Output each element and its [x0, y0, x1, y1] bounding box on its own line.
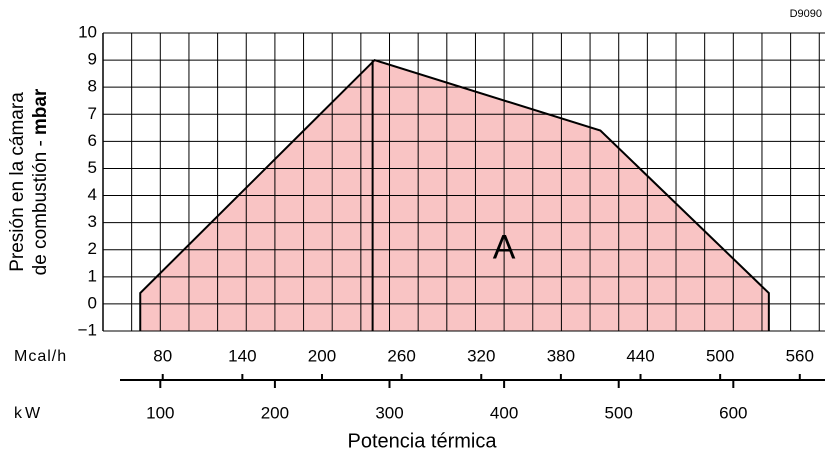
x2-tick-label: 440 [626, 346, 654, 365]
x2-tick-label: 320 [467, 346, 495, 365]
x-tick-label: 300 [375, 403, 403, 422]
x2-tick-label: 200 [308, 346, 336, 365]
y-tick-label: 3 [88, 212, 97, 231]
y-axis-label-line: de combustión - [30, 140, 51, 275]
boundary-line [139, 58, 770, 331]
x-tick-label: 600 [719, 403, 747, 422]
y-tick-label: 9 [88, 50, 97, 69]
y-tick-label: 10 [78, 22, 97, 41]
drawing-code: D9090 [790, 8, 822, 20]
y-tick-label: 7 [88, 104, 97, 123]
y-axis-label: Presión en la cámara de combustión - mbar [7, 88, 51, 275]
annotation: A [493, 229, 516, 267]
y-tick-label: 6 [88, 131, 97, 150]
x2-tick-label: 560 [786, 346, 814, 365]
y-tick-label: 4 [88, 185, 97, 204]
x-unit-label: kW [14, 405, 43, 422]
x2-tick-label: 260 [387, 346, 415, 365]
x2-tick-label: 80 [153, 346, 172, 365]
x-tick-label: 100 [146, 403, 174, 422]
y-tick-label: 5 [88, 158, 97, 177]
x-axis-label: Potencia térmica [348, 430, 498, 452]
x-tick-label: 400 [490, 403, 518, 422]
y-tick-label: 1 [88, 266, 97, 285]
x-tick-label: 200 [261, 403, 289, 422]
x2-tick-label: 500 [706, 346, 734, 365]
x2-unit-label: Mcal/h [14, 348, 67, 365]
y-tick-label: 8 [88, 77, 97, 96]
y-axis-label-line: Presión en la cámara [7, 92, 28, 272]
x2-tick-label: 140 [228, 346, 256, 365]
x-tick-label: 500 [605, 403, 633, 422]
y-axis-unit: mbar [30, 88, 51, 135]
x2-tick-label: 380 [547, 346, 575, 365]
y-tick-label: 2 [88, 239, 97, 258]
y-tick-label: −1 [78, 320, 97, 339]
y-tick-label: 0 [88, 293, 97, 312]
